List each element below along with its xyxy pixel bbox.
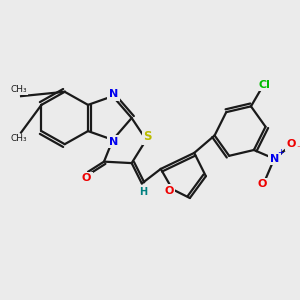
Text: O: O	[286, 139, 296, 149]
Text: H: H	[139, 187, 147, 196]
Text: Cl: Cl	[258, 80, 270, 89]
Text: S: S	[143, 130, 152, 143]
Text: N: N	[270, 154, 279, 164]
Text: ⁻: ⁻	[296, 144, 300, 154]
Text: O: O	[82, 173, 91, 183]
Text: N: N	[109, 89, 118, 99]
Text: O: O	[164, 186, 174, 196]
Text: N: N	[109, 136, 118, 147]
Text: CH₃: CH₃	[11, 85, 27, 94]
Text: +: +	[277, 148, 284, 157]
Text: CH₃: CH₃	[11, 134, 27, 143]
Text: O: O	[258, 179, 267, 189]
